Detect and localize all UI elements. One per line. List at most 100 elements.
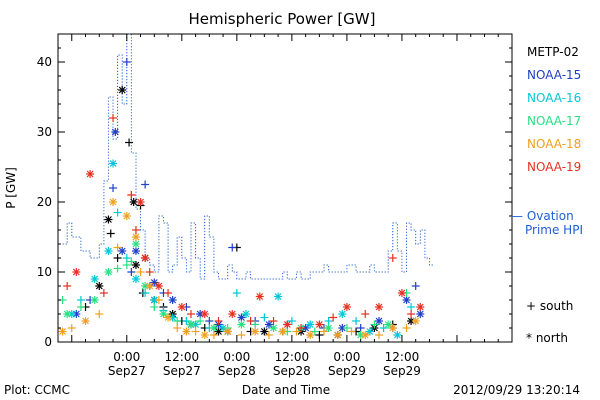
marker-stroke: [95, 282, 103, 290]
data-point: [196, 317, 205, 325]
data-point: [127, 268, 136, 276]
footer-timestamp: 2012/09/29 13:20:14: [453, 383, 580, 397]
data-point: [283, 320, 292, 329]
x-tick-label-date: Sep28: [273, 364, 311, 378]
data-point: [251, 327, 260, 336]
data-points: [58, 58, 425, 339]
data-point: [388, 324, 397, 332]
data-point: [375, 303, 384, 311]
data-point: [86, 170, 95, 178]
marker-stroke: [146, 282, 154, 290]
marker-stroke: [182, 328, 190, 335]
data-point: [141, 180, 150, 189]
data-point: [375, 331, 384, 339]
data-point: [219, 324, 228, 332]
marker-stroke: [283, 321, 291, 328]
data-point: [242, 310, 251, 318]
data-point: [416, 303, 425, 311]
x-tick-label-time: 12:00: [385, 350, 420, 364]
data-point: [113, 243, 122, 252]
data-point: [338, 310, 347, 318]
data-point: [127, 257, 136, 266]
data-point: [402, 324, 411, 332]
data-point: [150, 278, 159, 287]
data-point: [214, 327, 223, 336]
marker-stroke: [279, 328, 287, 335]
data-point: [411, 317, 420, 325]
x-tick-label-date: Sep29: [383, 364, 421, 378]
data-point: [131, 275, 140, 283]
ovation-line: [62, 33, 435, 280]
legend-marker-north: * north: [526, 331, 568, 345]
marker-stroke: [132, 275, 140, 283]
marker-stroke: [132, 261, 140, 269]
marker-stroke: [338, 324, 346, 332]
data-point: [292, 327, 301, 336]
marker-stroke: [210, 324, 218, 332]
legend-entry: NOAA-18: [527, 137, 581, 151]
chart-title: Hemispheric Power [GW]: [189, 10, 376, 28]
data-point: [113, 264, 122, 273]
marker-stroke: [178, 303, 186, 311]
marker-stroke: [91, 296, 99, 304]
legend: METP-02 NOAA-15 NOAA-16 NOAA-17 NOAA-18 NOAA-…: [511, 45, 583, 345]
data-point: [342, 324, 351, 332]
data-point: [200, 310, 209, 318]
data-point: [122, 58, 131, 66]
data-point: [209, 331, 218, 339]
data-point: [352, 317, 361, 325]
data-point: [324, 317, 333, 325]
marker-stroke: [242, 310, 250, 318]
marker-stroke: [265, 321, 273, 328]
data-point: [356, 324, 365, 332]
data-point: [338, 324, 347, 332]
data-point: [237, 320, 246, 329]
data-point: [104, 247, 113, 255]
marker-stroke: [132, 247, 140, 255]
data-point: [90, 275, 99, 283]
data-point: [67, 324, 76, 332]
marker-stroke: [105, 247, 112, 255]
y-tick-label: 30: [37, 125, 52, 139]
data-point: [131, 233, 140, 241]
data-point: [81, 317, 90, 325]
marker-stroke: [375, 303, 383, 311]
data-point: [141, 254, 150, 262]
marker-stroke: [238, 314, 245, 321]
x-tick-label-date: Sep27: [108, 364, 146, 378]
data-point: [384, 320, 393, 329]
data-point: [407, 310, 416, 318]
marker-stroke: [130, 198, 138, 206]
x-tick-label-time: 12:00: [275, 350, 310, 364]
data-point: [251, 320, 260, 329]
marker-stroke: [389, 324, 397, 332]
data-point: [154, 282, 163, 290]
marker-stroke: [132, 240, 140, 248]
x-tick-label-date: Sep28: [218, 364, 256, 378]
data-point: [173, 324, 182, 332]
data-point: [99, 289, 108, 297]
marker-stroke: [141, 254, 149, 262]
data-point: [246, 317, 255, 325]
data-point: [168, 296, 177, 304]
data-point: [260, 313, 269, 322]
data-point: [315, 320, 324, 329]
data-point: [95, 310, 104, 318]
marker-stroke: [105, 268, 112, 276]
data-point: [407, 303, 416, 311]
data-point: [329, 313, 338, 322]
y-tick-label: 10: [37, 265, 52, 279]
data-point: [255, 292, 264, 301]
marker-stroke: [132, 233, 140, 241]
marker-stroke: [82, 317, 89, 325]
ovation-step-path: [62, 33, 435, 280]
axes: 0102030400:00Sep2712:00Sep270:00Sep2812:…: [37, 34, 512, 378]
data-point: [122, 254, 131, 262]
x-tick-label-time: 0:00: [333, 350, 360, 364]
marker-stroke: [256, 293, 264, 300]
marker-stroke: [306, 331, 314, 339]
y-tick-label: 0: [44, 335, 52, 349]
legend-entry: NOAA-19: [527, 160, 581, 174]
marker-stroke: [416, 310, 424, 318]
data-point: [237, 331, 246, 339]
